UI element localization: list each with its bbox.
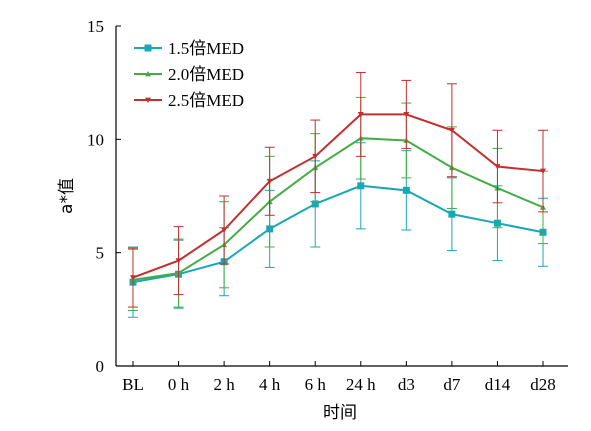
legend-item: 1.5倍MED [134, 39, 244, 58]
axes [115, 26, 568, 367]
legend-item: 2.0倍MED [134, 65, 244, 84]
x-tick-label: 6 h [305, 375, 327, 394]
legend-marker [145, 97, 151, 103]
x-axis-title: 时间 [323, 403, 357, 423]
x-tick-label: d14 [485, 375, 511, 394]
data-point [448, 210, 456, 218]
legend-label: 2.0倍MED [168, 65, 244, 84]
x-tick-label: d3 [398, 375, 415, 394]
data-point [266, 178, 273, 185]
legend: 1.5倍MED 2.0倍MED 2.5倍MED [134, 39, 244, 110]
data-point [130, 275, 136, 281]
data-point [312, 153, 319, 160]
data-point [448, 127, 455, 134]
x-axis-ticks: BL 0 h 2 h 4 h 6 h 24 h d3 d7 d14 d28 [122, 361, 556, 394]
data-point [494, 164, 501, 170]
x-tick-label: 0 h [168, 375, 190, 394]
data-point [402, 186, 410, 194]
x-tick-label: 2 h [213, 375, 235, 394]
legend-item: 2.5倍MED [134, 91, 244, 110]
plot-area [128, 71, 548, 318]
legend-marker [145, 71, 151, 77]
y-axis-ticks: 0 5 10 15 [87, 17, 121, 376]
x-tick-label: 4 h [259, 375, 281, 394]
data-point [540, 168, 546, 175]
x-tick-label: d7 [443, 375, 461, 394]
series-line [132, 137, 544, 281]
y-tick-label: 15 [87, 17, 104, 36]
series-1 [128, 142, 548, 318]
series-line [132, 113, 544, 279]
data-point [403, 112, 410, 118]
data-point [357, 182, 365, 190]
x-tick-label: d28 [530, 375, 556, 394]
data-point [221, 227, 228, 233]
legend-marker [144, 44, 152, 52]
y-tick-label: 10 [87, 130, 104, 149]
series-line [132, 184, 544, 284]
data-point [175, 258, 182, 264]
data-point [311, 200, 319, 208]
x-tick-label: BL [122, 375, 144, 394]
y-tick-label: 0 [96, 357, 105, 376]
legend-label: 2.5倍MED [168, 91, 244, 110]
data-point [357, 112, 364, 118]
series-2 [128, 96, 548, 311]
legend-label: 1.5倍MED [168, 39, 244, 58]
y-tick-label: 5 [96, 244, 105, 263]
x-tick-label: 24 h [346, 375, 376, 394]
y-axis-title: a*值 [57, 178, 77, 214]
series-3 [128, 71, 548, 308]
